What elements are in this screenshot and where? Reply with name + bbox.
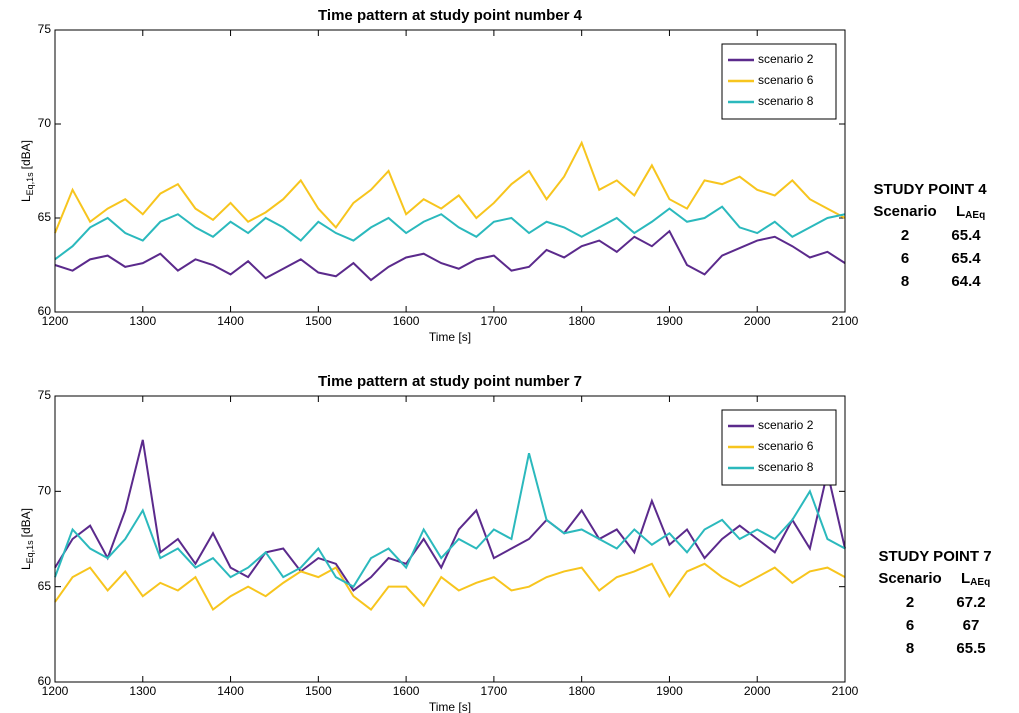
table-cell: 67.2: [956, 594, 985, 611]
x-tick-label: 1200: [42, 684, 69, 698]
table-cell: 65.4: [951, 227, 981, 244]
table-title: STUDY POINT 7: [878, 548, 991, 565]
y-axis-label-main: L: [19, 563, 33, 570]
legend-label: scenario 8: [758, 94, 814, 108]
table-header-sub: AEq: [970, 577, 990, 588]
x-tick-label: 1900: [656, 684, 683, 698]
y-tick-label: 70: [38, 116, 52, 130]
y-axis-label-sub: Eq,1s: [25, 172, 35, 196]
x-tick-label: 1300: [129, 314, 156, 328]
x-tick-label: 1700: [481, 684, 508, 698]
table-header: Scenario: [873, 203, 936, 220]
y-tick-label: 65: [38, 579, 52, 593]
series-line: [54, 205, 846, 261]
y-axis-label-sub: Eq,1s: [25, 540, 35, 564]
legend-label: scenario 6: [758, 439, 814, 453]
table-cell: 8: [901, 273, 909, 290]
table-header-main: L: [956, 203, 965, 220]
x-tick-label: 1800: [568, 684, 595, 698]
legend-label: scenario 8: [758, 460, 814, 474]
table-title: STUDY POINT 4: [873, 181, 987, 198]
table-cell: 64.4: [951, 273, 981, 290]
table-cell: 67: [963, 617, 980, 634]
axes-box: [54, 29, 846, 313]
table-header: LAEq: [961, 570, 990, 588]
table-header: Scenario: [878, 570, 941, 587]
x-tick-label: 1500: [305, 684, 332, 698]
legend: scenario 2 scenario 6 scenario 8: [721, 409, 837, 486]
x-tick-label: 1400: [217, 684, 244, 698]
x-tick-label: 1800: [568, 314, 595, 328]
table-header: LAEq: [956, 203, 985, 221]
series-line: [54, 140, 846, 234]
y-axis-label-main: L: [19, 195, 33, 202]
table-header-main: L: [961, 570, 970, 587]
x-axis-label: Time [s]: [429, 330, 471, 344]
chart-title: Time pattern at study point number 4: [318, 7, 583, 24]
x-tick-label: 2100: [832, 684, 859, 698]
y-tick-label: 75: [38, 388, 52, 402]
y-axis-label-unit: [dBA]: [19, 508, 33, 537]
x-tick-label: 1200: [42, 314, 69, 328]
x-tick-label: 2000: [744, 684, 771, 698]
x-tick-label: 1500: [305, 314, 332, 328]
chart: Time pattern at study point number 7 1200…: [19, 373, 858, 713]
y-tick-label: 75: [38, 22, 52, 36]
summary-table: STUDY POINT 4 Scenario LAEq 2 65.4 6 65.4 8 64.4: [873, 181, 987, 290]
x-tick-label: 1600: [393, 684, 420, 698]
table-cell: 2: [901, 227, 909, 244]
y-axis-label-unit: [dBA]: [19, 140, 33, 169]
x-tick-label: 1900: [656, 314, 683, 328]
x-axis-label: Time [s]: [429, 700, 471, 713]
x-tick-label: 1400: [217, 314, 244, 328]
series-line: [54, 229, 846, 282]
x-tick-label: 1600: [393, 314, 420, 328]
series-line: [54, 452, 846, 589]
y-tick-label: 65: [38, 210, 52, 224]
x-tick-label: 1300: [129, 684, 156, 698]
plot-area: [55, 396, 845, 682]
legend-label: scenario 6: [758, 73, 814, 87]
table-cell: 8: [906, 640, 914, 657]
legend-label: scenario 2: [758, 52, 814, 66]
y-tick-label: 60: [38, 674, 52, 688]
x-tick-label: 2100: [832, 314, 859, 328]
table-cell: 65.4: [951, 250, 981, 267]
y-axis-label: LEq,1s [dBA]: [19, 508, 35, 570]
summary-table: STUDY POINT 7 Scenario LAEq 2 67.2 6 67 8 65.5: [878, 548, 991, 657]
y-axis-label: LEq,1s [dBA]: [19, 140, 35, 202]
chart-title: Time pattern at study point number 7: [318, 373, 582, 390]
series-line: [54, 562, 846, 612]
legend: scenario 2 scenario 6 scenario 8: [721, 43, 837, 120]
table-cell: 6: [901, 250, 909, 267]
x-tick-label: 1700: [481, 314, 508, 328]
legend-label: scenario 2: [758, 418, 814, 432]
x-tick-label: 2000: [744, 314, 771, 328]
y-tick-label: 60: [38, 304, 52, 318]
axes-box: [54, 395, 846, 683]
table-header-sub: AEq: [965, 210, 985, 221]
table-cell: 6: [906, 617, 914, 634]
chart: Time pattern at study point number 4 1200…: [19, 7, 858, 344]
y-tick-label: 70: [38, 484, 52, 498]
table-cell: 65.5: [956, 640, 985, 657]
table-cell: 2: [906, 594, 914, 611]
